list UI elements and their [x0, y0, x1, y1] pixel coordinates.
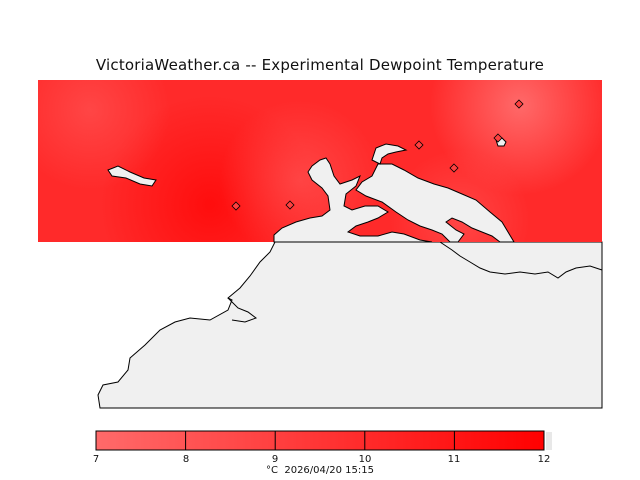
colorbar-tick-label: 10	[358, 454, 372, 465]
colorbar-tick-label: 7	[92, 454, 100, 465]
station-marker[interactable]	[514, 99, 524, 109]
station-marker[interactable]	[414, 140, 424, 150]
colorbar-tick-label: 11	[447, 454, 461, 465]
page-title: VictoriaWeather.ca -- Experimental Dewpo…	[95, 56, 545, 74]
station-marker[interactable]	[449, 163, 459, 173]
land-south	[97, 241, 603, 409]
land-small-island	[107, 165, 157, 187]
stations	[231, 99, 524, 211]
colorbar-tick-label: 8	[182, 454, 190, 465]
land-saanich	[273, 157, 433, 243]
coastline	[227, 241, 603, 323]
station-marker[interactable]	[493, 133, 503, 143]
station-marker[interactable]	[285, 200, 295, 210]
colorbar-ticks	[185, 431, 455, 450]
station-marker[interactable]	[231, 201, 241, 211]
unit-label: °C	[266, 465, 278, 476]
colorbar	[95, 430, 552, 451]
land-island-channel	[355, 163, 515, 243]
colorbar-scale	[95, 430, 545, 451]
colorbar-tick-label: 12	[537, 454, 551, 465]
colorbar-tick-label: 9	[271, 454, 279, 465]
land-north-spit	[371, 143, 408, 165]
caption: °C 2026/04/20 15:15	[0, 465, 640, 476]
timestamp: 2026/04/20 15:15	[284, 465, 374, 476]
